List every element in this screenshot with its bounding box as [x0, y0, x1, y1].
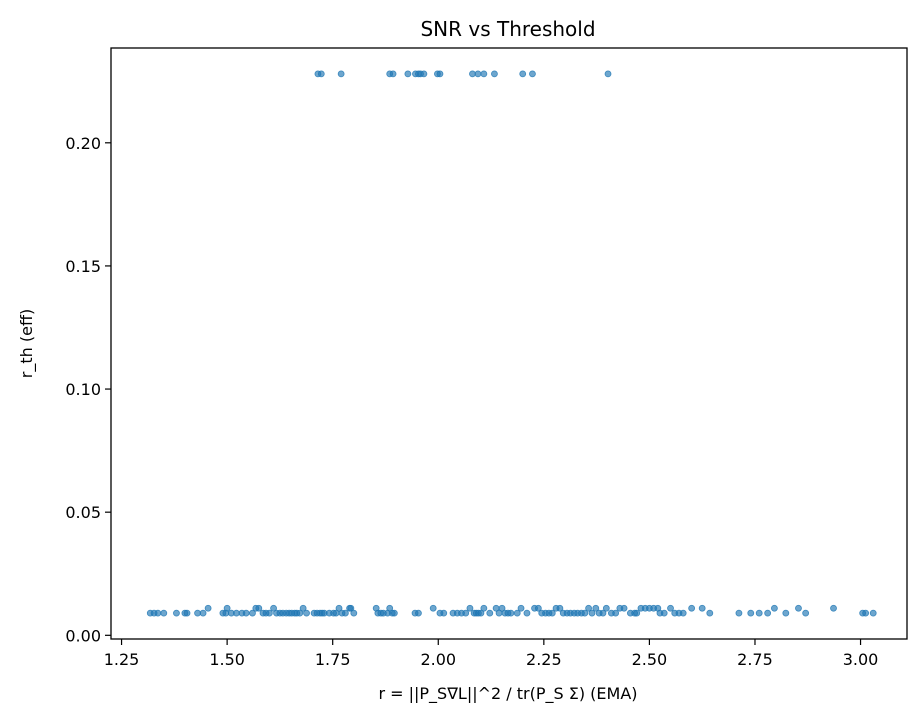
data-point — [420, 70, 428, 78]
x-tick-label: 1.25 — [104, 650, 140, 669]
data-point — [667, 604, 674, 612]
data-point — [440, 609, 448, 617]
data-point — [474, 70, 482, 78]
data-point — [513, 609, 521, 617]
x-tick-label: 1.75 — [315, 650, 351, 669]
data-point — [317, 70, 325, 78]
data-point — [529, 70, 536, 78]
data-point — [688, 604, 696, 612]
data-point — [429, 604, 437, 612]
x-tick-label: 2.50 — [632, 650, 668, 669]
data-point — [612, 609, 620, 617]
data-point — [795, 604, 802, 612]
chart-title: SNR vs Threshold — [420, 17, 595, 41]
y-tick-label: 0.00 — [65, 626, 101, 645]
data-point — [154, 609, 162, 617]
data-point — [337, 70, 345, 78]
data-point — [862, 609, 870, 617]
x-tick-label: 2.00 — [420, 650, 456, 669]
data-point — [771, 604, 778, 612]
data-point — [620, 604, 628, 612]
data-point — [347, 604, 355, 612]
x-axis: 1.25 1.50 1.75 2.00 2.25 2.50 2.75 3.00 — [104, 639, 879, 669]
data-point — [389, 70, 397, 78]
data-point — [534, 604, 542, 612]
data-point — [486, 609, 494, 617]
data-point — [404, 70, 412, 78]
data-point — [480, 604, 488, 612]
data-point — [556, 604, 564, 612]
data-point — [585, 604, 592, 612]
data-point — [498, 604, 506, 612]
data-point — [296, 609, 304, 617]
data-point — [491, 70, 498, 78]
y-tick-label: 0.10 — [65, 380, 101, 399]
plot-area-frame — [110, 47, 908, 640]
x-tick-label: 1.50 — [209, 650, 245, 669]
x-tick-label: 2.75 — [737, 650, 773, 669]
data-point — [335, 604, 343, 612]
data-point — [341, 609, 349, 617]
data-point — [830, 604, 837, 612]
data-point — [477, 609, 485, 617]
data-point — [507, 609, 515, 617]
data-point — [466, 604, 474, 612]
data-point — [462, 609, 470, 617]
data-point — [183, 609, 191, 617]
data-point — [390, 609, 398, 617]
data-point — [698, 604, 706, 612]
data-point — [519, 70, 527, 78]
data-point — [350, 609, 358, 617]
data-point — [581, 609, 589, 617]
data-point — [602, 604, 610, 612]
data-point — [242, 609, 250, 617]
data-point — [303, 609, 310, 617]
x-axis-label: r = ||P_S∇L||^2 / tr(P_S Σ) (EMA) — [378, 684, 637, 704]
x-tick-label: 3.00 — [843, 650, 879, 669]
y-axis: 0.00 0.05 0.10 0.15 0.20 — [65, 134, 111, 645]
y-tick-label: 0.15 — [65, 257, 101, 276]
y-tick-label: 0.20 — [65, 134, 101, 153]
data-point — [255, 604, 263, 612]
data-point — [588, 609, 596, 617]
data-point — [782, 609, 790, 617]
data-point — [764, 609, 772, 617]
data-point — [747, 609, 755, 617]
data-points — [146, 70, 877, 617]
x-tick-label: 2.25 — [526, 650, 562, 669]
data-point — [223, 604, 231, 612]
data-point — [480, 70, 488, 78]
data-point — [548, 609, 556, 617]
data-point — [204, 604, 212, 612]
data-point — [199, 609, 207, 617]
data-point — [755, 609, 763, 617]
data-point — [160, 609, 168, 617]
data-point — [660, 609, 668, 617]
y-axis-label: r_th (eff) — [17, 309, 37, 378]
data-point — [270, 604, 277, 612]
data-point — [706, 609, 714, 617]
data-point — [249, 609, 256, 617]
data-point — [299, 604, 307, 612]
data-point — [415, 609, 422, 617]
y-tick-label: 0.05 — [65, 503, 101, 522]
data-point — [633, 609, 641, 617]
data-point — [802, 609, 810, 617]
data-point — [173, 609, 180, 617]
data-point — [604, 70, 612, 78]
data-point — [592, 604, 600, 612]
data-point — [265, 609, 273, 617]
data-point — [599, 609, 607, 617]
data-point — [517, 604, 525, 612]
data-point — [679, 609, 687, 617]
data-point — [869, 609, 877, 617]
data-point — [523, 609, 531, 617]
data-point — [436, 70, 444, 78]
data-point — [735, 609, 743, 617]
